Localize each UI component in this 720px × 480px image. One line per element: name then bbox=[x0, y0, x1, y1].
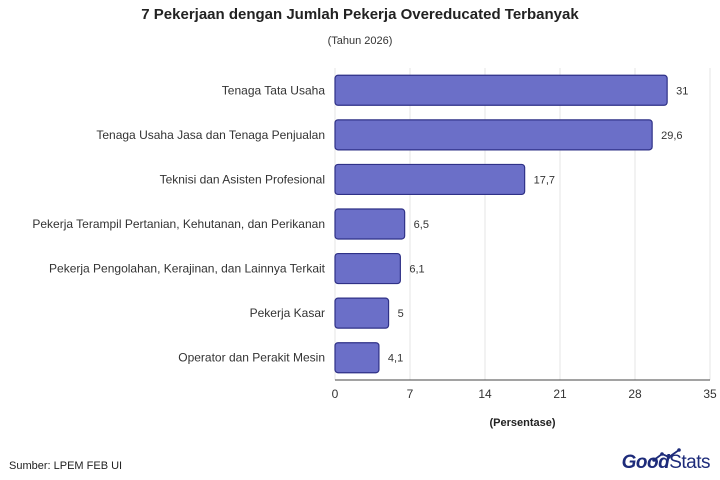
category-label: Teknisi dan Asisten Profesional bbox=[160, 172, 325, 186]
category-label: Tenaga Usaha Jasa dan Tenaga Penjualan bbox=[96, 128, 325, 142]
x-axis-title: (Persentase) bbox=[489, 417, 555, 429]
x-tick-label: 7 bbox=[407, 387, 414, 401]
brand-logo-part1: Good bbox=[621, 452, 670, 473]
value-label: 4,1 bbox=[388, 353, 403, 365]
source-note: Sumber: LPEM FEB UI bbox=[9, 460, 123, 472]
category-label: Operator dan Perakit Mesin bbox=[178, 351, 325, 365]
bar bbox=[334, 342, 380, 374]
category-label: Pekerja Terampil Pertanian, Kehutanan, d… bbox=[32, 217, 325, 231]
category-label: Tenaga Tata Usaha bbox=[222, 83, 326, 97]
value-label: 5 bbox=[398, 308, 404, 320]
brand-logo-part2: Stats bbox=[669, 452, 710, 473]
bar bbox=[334, 74, 668, 106]
bar-chart: 0 7 14 21 28 35 Tenaga Tata Usaha 31 Tenaga Usah… bbox=[32, 68, 717, 429]
value-label: 17,7 bbox=[534, 174, 555, 186]
bar bbox=[334, 297, 390, 329]
bar bbox=[334, 163, 526, 196]
value-label: 29,6 bbox=[661, 130, 682, 142]
brand-logo: GoodStats bbox=[621, 452, 711, 474]
chart-subtitle: (Tahun 2026) bbox=[327, 35, 393, 47]
value-label: 6,1 bbox=[409, 264, 424, 276]
x-tick-label: 35 bbox=[703, 387, 717, 401]
x-tick-label: 14 bbox=[478, 387, 492, 401]
bar bbox=[334, 252, 401, 285]
chart-title: 7 Pekerjaan dengan Jumlah Pekerja Overed… bbox=[141, 6, 579, 23]
bar bbox=[334, 119, 653, 151]
x-tick-label: 21 bbox=[553, 387, 567, 401]
value-label: 6,5 bbox=[414, 219, 429, 231]
bar bbox=[334, 208, 406, 240]
category-label: Pekerja Pengolahan, Kerajinan, dan Lainn… bbox=[49, 262, 326, 276]
x-tick-label: 0 bbox=[332, 387, 339, 401]
category-label: Pekerja Kasar bbox=[250, 306, 325, 320]
x-tick-label: 28 bbox=[628, 387, 642, 401]
trend-up-icon bbox=[652, 448, 681, 462]
value-label: 31 bbox=[676, 85, 688, 97]
